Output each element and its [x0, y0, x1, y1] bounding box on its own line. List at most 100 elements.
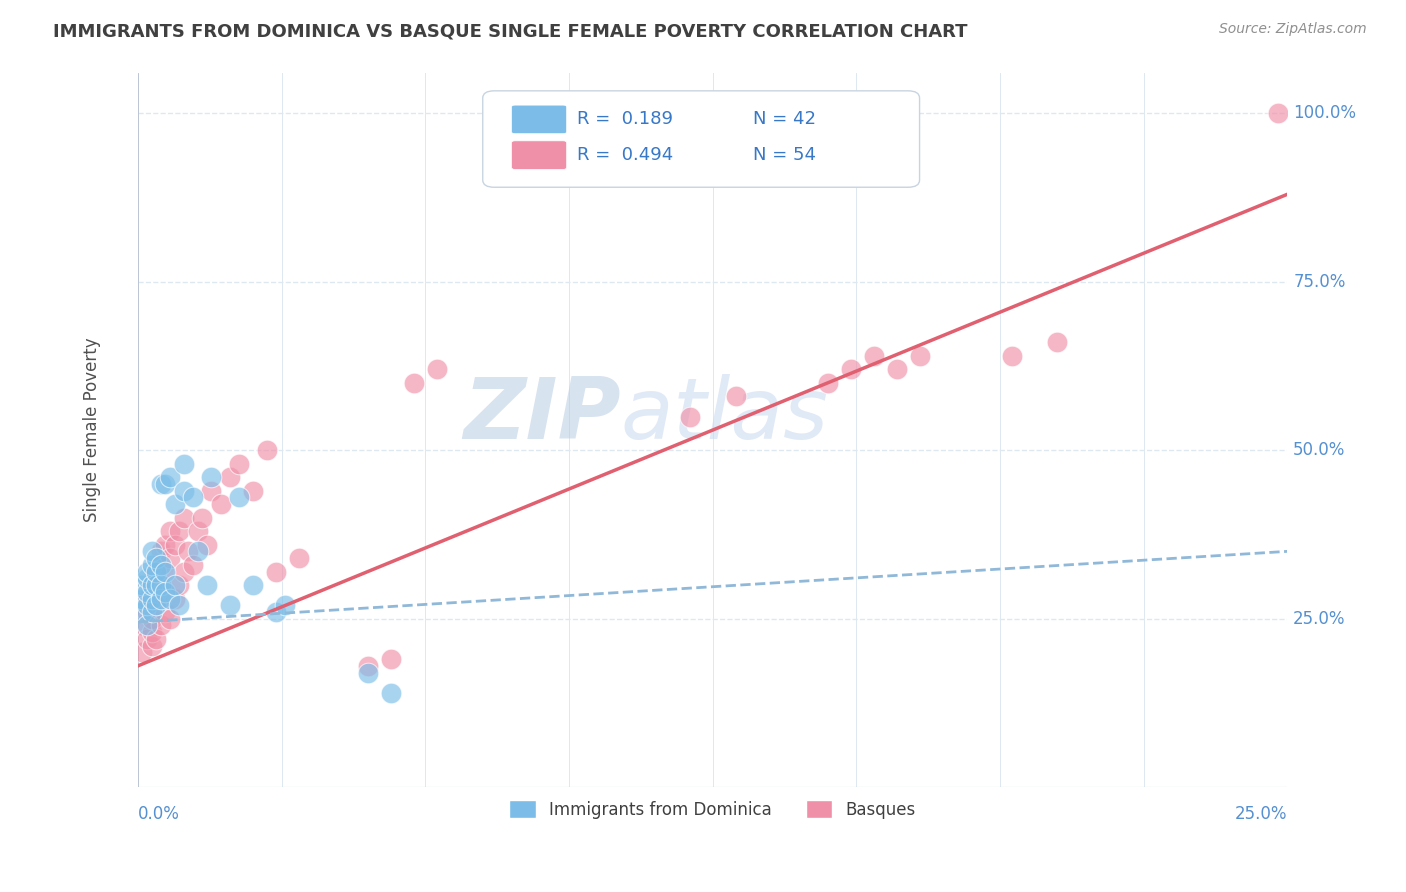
FancyBboxPatch shape	[482, 91, 920, 187]
Point	[173, 483, 195, 498]
Point	[159, 591, 181, 606]
Point	[256, 443, 278, 458]
Point	[264, 605, 287, 619]
Point	[274, 599, 297, 613]
Point	[136, 599, 159, 613]
Point	[136, 571, 159, 585]
Point	[1267, 106, 1289, 120]
Point	[218, 599, 240, 613]
Point	[200, 483, 222, 498]
Point	[136, 591, 159, 606]
Point	[163, 497, 186, 511]
Point	[173, 510, 195, 524]
Point	[136, 565, 159, 579]
Text: IMMIGRANTS FROM DOMINICA VS BASQUE SINGLE FEMALE POVERTY CORRELATION CHART: IMMIGRANTS FROM DOMINICA VS BASQUE SINGL…	[53, 22, 967, 40]
Point	[136, 632, 159, 646]
Point	[155, 565, 177, 579]
Point	[149, 618, 172, 632]
Text: R =  0.189: R = 0.189	[576, 111, 673, 128]
Point	[159, 524, 181, 538]
Point	[209, 497, 232, 511]
Text: Single Female Poverty: Single Female Poverty	[83, 338, 101, 523]
Point	[242, 483, 264, 498]
Point	[131, 645, 153, 659]
Text: 0.0%: 0.0%	[138, 805, 180, 823]
Point	[145, 551, 167, 566]
Text: ZIP: ZIP	[463, 375, 620, 458]
Text: atlas: atlas	[620, 375, 828, 458]
Point	[141, 558, 163, 572]
Text: 100.0%: 100.0%	[1294, 104, 1357, 122]
Point	[163, 538, 186, 552]
Point	[380, 652, 402, 666]
Point	[155, 605, 177, 619]
Point	[155, 538, 177, 552]
Point	[218, 470, 240, 484]
Point	[195, 538, 218, 552]
Point	[149, 558, 172, 572]
Point	[679, 409, 702, 424]
Point	[131, 618, 153, 632]
Text: 25.0%: 25.0%	[1234, 805, 1288, 823]
Point	[159, 551, 181, 566]
Point	[145, 565, 167, 579]
Point	[426, 362, 449, 376]
Point	[155, 477, 177, 491]
Text: 25.0%: 25.0%	[1294, 610, 1346, 628]
Point	[862, 349, 884, 363]
Point	[149, 591, 172, 606]
Point	[169, 599, 191, 613]
Text: R =  0.494: R = 0.494	[576, 146, 673, 164]
Point	[724, 389, 747, 403]
Point	[177, 544, 200, 558]
Point	[195, 578, 218, 592]
Point	[169, 524, 191, 538]
Point	[159, 612, 181, 626]
Point	[173, 457, 195, 471]
Point	[155, 584, 177, 599]
Point	[141, 591, 163, 606]
Point	[181, 558, 204, 572]
Point	[357, 665, 380, 680]
Point	[169, 578, 191, 592]
Point	[149, 544, 172, 558]
Point	[228, 457, 250, 471]
Text: N = 54: N = 54	[752, 146, 815, 164]
Point	[187, 544, 209, 558]
Point	[242, 578, 264, 592]
Point	[163, 578, 186, 592]
Point	[145, 599, 167, 613]
Point	[191, 510, 214, 524]
Point	[839, 362, 862, 376]
Point	[159, 470, 181, 484]
Point	[131, 591, 153, 606]
Point	[181, 491, 204, 505]
Point	[288, 551, 311, 566]
Point	[149, 578, 172, 592]
Point	[141, 639, 163, 653]
Text: 50.0%: 50.0%	[1294, 442, 1346, 459]
Point	[149, 578, 172, 592]
Point	[145, 591, 167, 606]
Point	[173, 565, 195, 579]
Point	[187, 524, 209, 538]
Point	[228, 491, 250, 505]
Point	[1000, 349, 1022, 363]
Point	[149, 477, 172, 491]
Point	[136, 584, 159, 599]
Point	[908, 349, 931, 363]
Point	[145, 632, 167, 646]
Point	[200, 470, 222, 484]
Point	[817, 376, 839, 390]
Point	[141, 578, 163, 592]
Point	[402, 376, 425, 390]
Point	[141, 544, 163, 558]
Point	[136, 618, 159, 632]
Text: 75.0%: 75.0%	[1294, 273, 1346, 291]
Text: N = 42: N = 42	[752, 111, 815, 128]
Point	[136, 605, 159, 619]
FancyBboxPatch shape	[512, 105, 567, 134]
FancyBboxPatch shape	[512, 141, 567, 169]
Text: Source: ZipAtlas.com: Source: ZipAtlas.com	[1219, 22, 1367, 37]
Point	[141, 612, 163, 626]
